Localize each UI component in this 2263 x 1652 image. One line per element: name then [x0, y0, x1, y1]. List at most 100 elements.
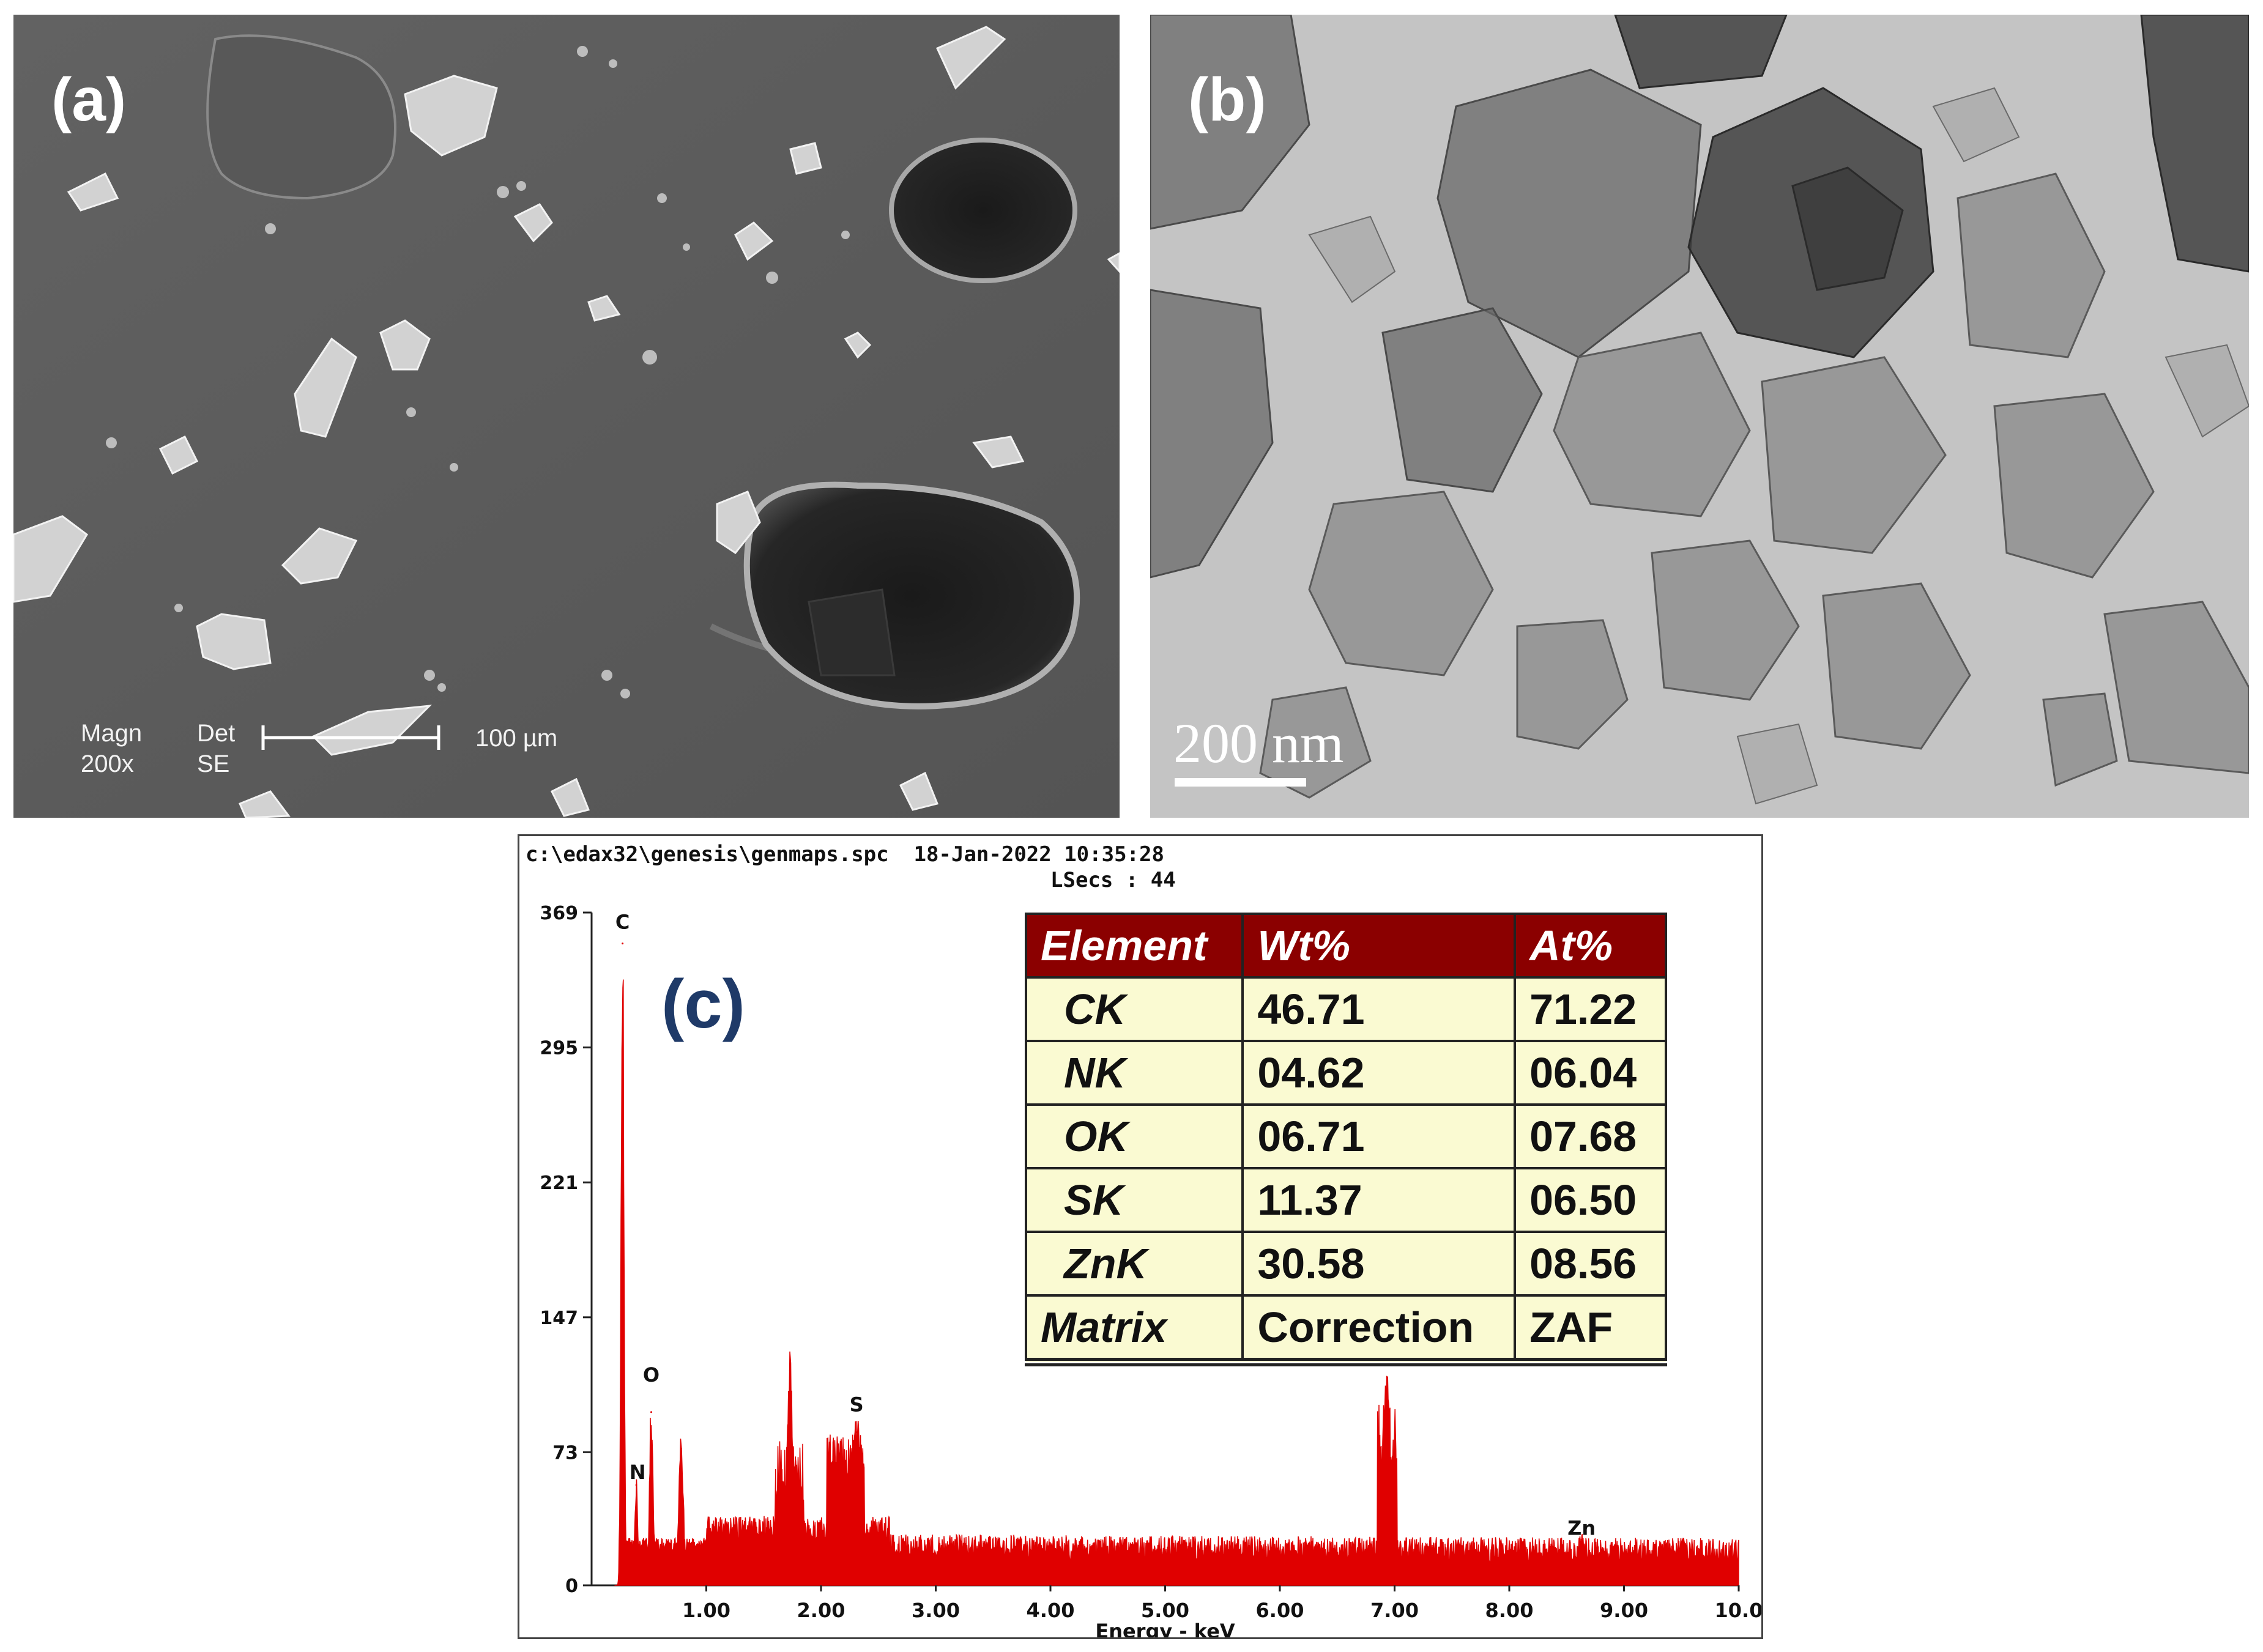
- tem-particle: [1259, 686, 1372, 799]
- peak-label: O: [643, 1363, 660, 1387]
- x-tick-label: 10.0: [1715, 1599, 1761, 1622]
- tem-particle: [1956, 172, 2106, 358]
- table-cell-element: OK: [1024, 1103, 1244, 1169]
- spectrum-peak: [837, 1453, 839, 1455]
- sem-particle: [513, 203, 553, 243]
- table-cell-wt: 04.62: [1241, 1040, 1517, 1106]
- spectrum-peak: [635, 1484, 637, 1486]
- table-cell-at: 06.50: [1514, 1167, 1667, 1233]
- x-tick-label: 2.00: [797, 1599, 845, 1622]
- sem-particle: [294, 337, 357, 438]
- edx-chart: 0 73 147 221 295 369 1.00 2.00 3.00 4.00 5.00 6.00 7…: [540, 903, 1761, 1637]
- sem-particle: [844, 332, 872, 359]
- table-row: CK 46.71 71.22: [1024, 976, 1667, 1042]
- table-cell-at: 06.04: [1514, 1040, 1667, 1106]
- sem-particle: [196, 613, 272, 670]
- edax-lsecs: LSecs : 44: [1050, 868, 1176, 892]
- table-cell-element: CK: [1024, 976, 1244, 1042]
- tem-particle: [1381, 307, 1543, 493]
- x-tick-label: 7.00: [1370, 1599, 1419, 1622]
- y-tick-label: 0: [565, 1576, 578, 1597]
- tem-aggregate: [1614, 15, 1788, 89]
- table-cell-at: ZAF: [1514, 1294, 1667, 1366]
- sem-particle: [239, 790, 291, 818]
- tem-micrograph: [1150, 15, 2249, 818]
- table-cell-element: ZnK: [1024, 1231, 1244, 1297]
- tem-particle: [1150, 15, 1310, 230]
- tem-particle: [1761, 356, 1947, 554]
- table-row: SK 11.37 06.50: [1024, 1167, 1667, 1233]
- tem-particle: [1932, 87, 2020, 163]
- edax-file-header: c:\edax32\genesis\genmaps.spc 18-Jan-202…: [526, 842, 1164, 867]
- sem-hole-lower: [743, 481, 1080, 709]
- panel-c-label: (c): [661, 966, 745, 1042]
- tem-particle: [1516, 619, 1629, 750]
- table-cell-element: NK: [1024, 1040, 1244, 1106]
- tem-aggregate: [2140, 15, 2249, 273]
- table-header-wt: Wt%: [1241, 913, 1517, 979]
- sem-particle: [281, 527, 358, 585]
- sem-particle: [789, 142, 822, 175]
- tem-particle: [2165, 344, 2249, 438]
- table-cell-element: SK: [1024, 1167, 1244, 1233]
- sem-particle: [972, 435, 1025, 469]
- table-row: ZnK 30.58 08.56: [1024, 1231, 1667, 1297]
- sem-micrograph: [13, 15, 1120, 818]
- sem-magn-label: Magn: [81, 720, 143, 747]
- sem-image-panel: (a) Magn 200x Det SE 100 µm: [13, 15, 1120, 818]
- table-cell-wt: 30.58: [1241, 1231, 1517, 1297]
- sem-particle: [935, 26, 1006, 90]
- sem-particle: [899, 771, 939, 811]
- spectrum-peak: [855, 1431, 858, 1434]
- tem-image-panel: (b) 200 nm: [1150, 15, 2249, 818]
- table-cell-element: Matrix: [1024, 1294, 1244, 1366]
- x-axis-label: Energy - keV: [1095, 1620, 1235, 1637]
- tem-particle: [1651, 539, 1800, 701]
- tem-particle: [2103, 601, 2249, 774]
- sem-particle: [1107, 252, 1120, 273]
- table-cell-at: 07.68: [1514, 1103, 1667, 1169]
- table-header-row: Element Wt% At%: [1024, 913, 1667, 979]
- table-header-at: At%: [1514, 913, 1667, 979]
- tem-particle: [1736, 723, 1818, 805]
- sem-particle: [716, 491, 761, 555]
- sem-particle: [311, 705, 433, 756]
- sem-det-value: SE: [197, 750, 230, 777]
- sem-particle: [158, 435, 199, 475]
- table-cell-wt: Correction: [1241, 1294, 1517, 1366]
- sem-particle: [550, 777, 590, 817]
- spectrum-peak: [1385, 1389, 1388, 1391]
- spectrum-peak: [680, 1447, 682, 1450]
- x-tick-label: 6.00: [1256, 1599, 1304, 1622]
- y-tick-label: 221: [540, 1172, 578, 1194]
- peak-label: S: [850, 1393, 864, 1417]
- tem-scale-bar: [1175, 778, 1306, 787]
- sem-det-label: Det: [197, 720, 236, 747]
- sem-scale-text: 100 µm: [475, 725, 558, 752]
- tem-particle: [1436, 69, 1702, 358]
- sem-particle: [587, 295, 621, 322]
- table-cell-at: 71.22: [1514, 976, 1667, 1042]
- panel-a-label: (a): [51, 65, 127, 134]
- sem-particle: [404, 75, 498, 157]
- sem-particle: [13, 515, 88, 603]
- spectrum-peak: [622, 943, 624, 945]
- x-tick-label: 4.00: [1027, 1599, 1075, 1622]
- edx-composition-table: Element Wt% At% CK 46.71 71.22 NK 04.62 …: [1024, 913, 1667, 1366]
- table-header-element: Element: [1024, 913, 1244, 979]
- tem-particle: [1553, 332, 1751, 517]
- spectrum-peak: [1580, 1538, 1583, 1541]
- table-row: NK 04.62 06.04: [1024, 1040, 1667, 1106]
- y-tick-label: 147: [540, 1308, 578, 1329]
- peak-label: N: [630, 1461, 646, 1484]
- panel-b-label: (b): [1188, 65, 1266, 134]
- x-tick-label: 8.00: [1485, 1599, 1534, 1622]
- table-cell-wt: 11.37: [1241, 1167, 1517, 1233]
- y-tick-label: 369: [540, 903, 578, 924]
- sem-particle: [734, 221, 774, 261]
- peak-label: C: [615, 911, 630, 934]
- tem-particle: [2042, 692, 2118, 787]
- sem-particle: [67, 172, 119, 212]
- tem-particle: [1822, 582, 1971, 750]
- table-row: OK 06.71 07.68: [1024, 1103, 1667, 1169]
